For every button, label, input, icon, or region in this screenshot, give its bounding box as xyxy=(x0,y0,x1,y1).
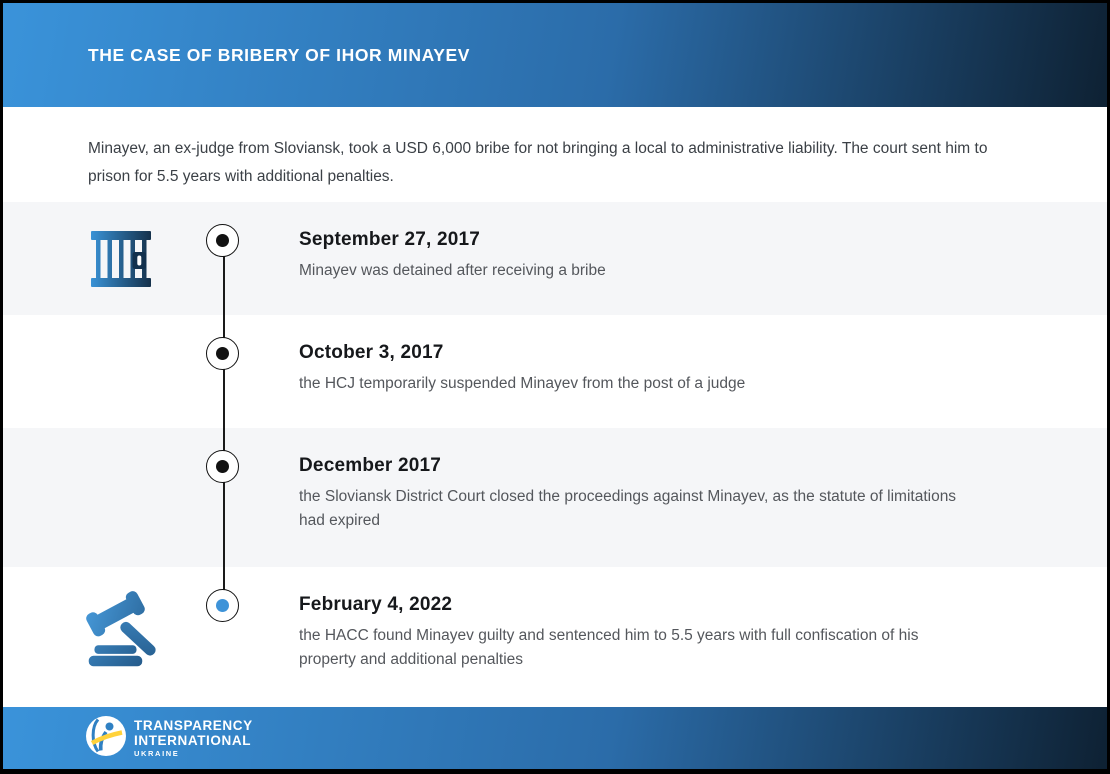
intro-section: Minayev, an ex-judge from Sloviansk, too… xyxy=(3,107,1107,202)
infographic-page: THE CASE OF BRIBERY OF IHOR MINAYEV Mina… xyxy=(3,3,1107,769)
prison-bars-icon xyxy=(88,226,154,297)
timeline: September 27, 2017 Minayev was detained … xyxy=(3,202,1107,704)
footer-divider xyxy=(3,704,1107,707)
footer-bar: TRANSPARENCY INTERNATIONAL UKRAINE xyxy=(3,707,1107,769)
event-date: February 4, 2022 xyxy=(299,594,453,615)
logo-text-line2: INTERNATIONAL xyxy=(134,733,252,749)
header-bar: THE CASE OF BRIBERY OF IHOR MINAYEV xyxy=(3,3,1107,107)
timeline-connector-line xyxy=(223,242,225,607)
timeline-node xyxy=(206,337,239,370)
timeline-dot xyxy=(216,347,229,360)
logo-text-line3: UKRAINE xyxy=(134,749,180,759)
timeline-node xyxy=(206,589,239,622)
globe-logo-icon xyxy=(85,715,127,762)
timeline-event-4: February 4, 2022 the HACC found Minayev … xyxy=(3,567,1107,704)
event-date: October 3, 2017 xyxy=(299,342,444,363)
timeline-dot-active xyxy=(216,599,229,612)
event-date: December 2017 xyxy=(299,455,442,476)
timeline-node xyxy=(206,450,239,483)
timeline-event-1: September 27, 2017 Minayev was detained … xyxy=(3,202,1107,315)
intro-text: Minayev, an ex-judge from Sloviansk, too… xyxy=(88,140,988,185)
event-description: Minayev was detained after receiving a b… xyxy=(299,262,606,279)
timeline-event-2: October 3, 2017 the HCJ temporarily susp… xyxy=(3,315,1107,428)
timeline-node xyxy=(206,224,239,257)
page-title: THE CASE OF BRIBERY OF IHOR MINAYEV xyxy=(88,44,471,65)
event-date: September 27, 2017 xyxy=(299,229,481,250)
event-description: the Sloviansk District Court closed the … xyxy=(299,488,957,529)
event-description: the HCJ temporarily suspended Minayev fr… xyxy=(299,375,746,392)
timeline-dot xyxy=(216,460,229,473)
logo-text-line1: TRANSPARENCY xyxy=(134,718,253,734)
timeline-event-3: December 2017 the Sloviansk District Cou… xyxy=(3,428,1107,567)
gavel-icon xyxy=(83,587,169,678)
timeline-dot xyxy=(216,234,229,247)
organization-logo: TRANSPARENCY INTERNATIONAL UKRAINE xyxy=(85,715,253,762)
event-description: the HACC found Minayev guilty and senten… xyxy=(299,627,919,668)
